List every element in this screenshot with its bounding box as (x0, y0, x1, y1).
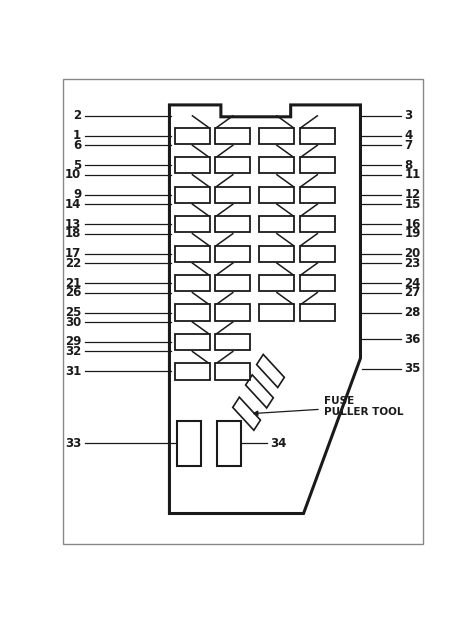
Text: 17: 17 (65, 247, 82, 260)
Text: 24: 24 (405, 276, 421, 289)
Text: 16: 16 (405, 218, 421, 231)
Text: 2: 2 (73, 109, 82, 122)
Text: 4: 4 (405, 130, 413, 143)
Text: 32: 32 (65, 345, 82, 358)
Bar (177, 421, 201, 466)
Text: 9: 9 (73, 188, 82, 201)
Text: 33: 33 (65, 437, 82, 450)
Text: 21: 21 (65, 276, 82, 289)
Bar (233, 397, 260, 430)
Text: 19: 19 (405, 227, 421, 240)
Bar (259, 304, 294, 321)
Bar (215, 363, 250, 379)
Bar (300, 304, 335, 321)
Text: 22: 22 (65, 257, 82, 270)
Bar (259, 216, 294, 232)
Text: 10: 10 (65, 168, 82, 181)
Text: 30: 30 (65, 315, 82, 328)
Text: 6: 6 (73, 139, 82, 152)
Text: 26: 26 (65, 286, 82, 299)
Bar (175, 275, 210, 291)
Text: 11: 11 (405, 168, 421, 181)
Bar (175, 186, 210, 203)
Bar (175, 334, 210, 350)
Text: 35: 35 (405, 362, 421, 375)
Text: 28: 28 (405, 306, 421, 319)
Bar (259, 157, 294, 173)
Bar (175, 363, 210, 379)
Bar (256, 354, 284, 387)
Text: 20: 20 (405, 247, 421, 260)
Bar (175, 128, 210, 144)
Bar (300, 216, 335, 232)
Bar (259, 186, 294, 203)
Text: 15: 15 (405, 197, 421, 211)
Bar (259, 246, 294, 262)
Text: FUSE
PULLER TOOL: FUSE PULLER TOOL (254, 395, 403, 418)
Text: 5: 5 (73, 159, 82, 172)
Bar (175, 216, 210, 232)
Bar (300, 128, 335, 144)
Bar (300, 246, 335, 262)
Text: 14: 14 (65, 197, 82, 211)
Text: 3: 3 (405, 109, 413, 122)
Text: 18: 18 (65, 227, 82, 240)
Bar (175, 246, 210, 262)
Bar (246, 375, 273, 408)
Text: 36: 36 (405, 333, 421, 346)
Text: 34: 34 (271, 437, 287, 450)
Text: 29: 29 (65, 336, 82, 349)
Bar (215, 186, 250, 203)
Bar (217, 421, 241, 466)
Bar (175, 304, 210, 321)
Text: 7: 7 (405, 139, 413, 152)
Text: 31: 31 (65, 365, 82, 378)
Bar (175, 157, 210, 173)
Bar (259, 275, 294, 291)
Text: 1: 1 (73, 130, 82, 143)
Bar (215, 304, 250, 321)
Bar (215, 216, 250, 232)
Bar (300, 275, 335, 291)
Bar (300, 157, 335, 173)
Text: 12: 12 (405, 188, 421, 201)
Bar (259, 128, 294, 144)
Bar (300, 186, 335, 203)
Bar (215, 128, 250, 144)
Text: 13: 13 (65, 218, 82, 231)
Text: 27: 27 (405, 286, 421, 299)
Bar (215, 246, 250, 262)
Bar (215, 334, 250, 350)
Text: 8: 8 (405, 159, 413, 172)
Bar (215, 157, 250, 173)
Bar (215, 275, 250, 291)
Text: 23: 23 (405, 257, 421, 270)
Text: 25: 25 (65, 306, 82, 319)
